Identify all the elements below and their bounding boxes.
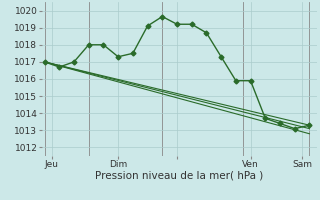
X-axis label: Pression niveau de la mer( hPa ): Pression niveau de la mer( hPa ) [95,171,263,181]
